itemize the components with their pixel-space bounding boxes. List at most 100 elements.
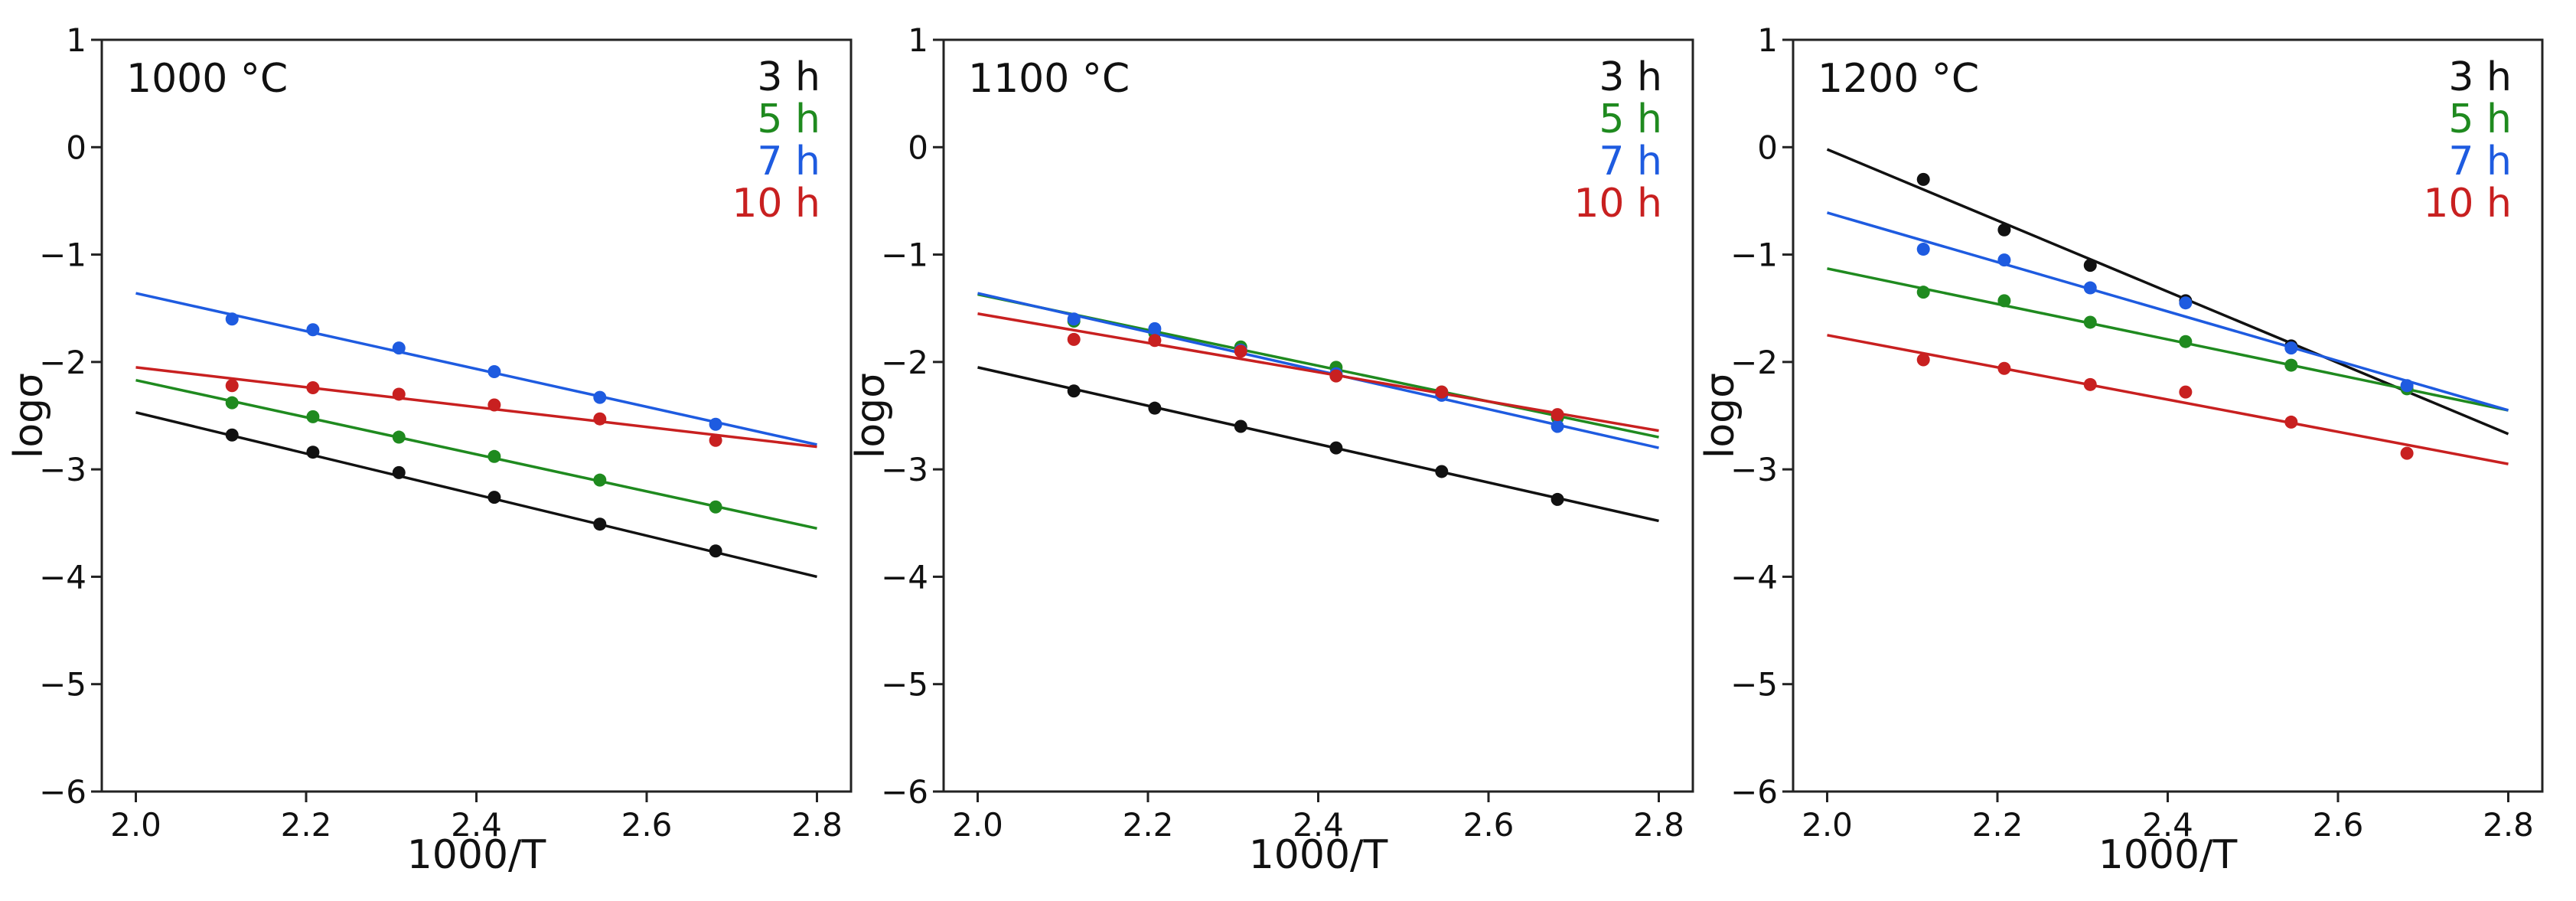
y-tick-label: −5 — [39, 666, 86, 703]
fit-line — [977, 366, 1659, 523]
panel-title: 1000 °C — [126, 56, 288, 102]
series-3h — [135, 411, 817, 579]
y-tick-label: −6 — [1730, 773, 1778, 811]
data-point — [2400, 379, 2414, 393]
data-point — [1916, 243, 1930, 256]
panel-2: −6 −5 −4 −3 −2 −1 0 1 2.0 2.2 2.4 2.6 2.8 1000/T logσ 1… — [848, 21, 1694, 878]
fit-line — [135, 366, 817, 449]
y-tick-label: −4 — [881, 558, 928, 596]
data-point — [1234, 419, 1247, 433]
legend-entry: 7 h — [1599, 139, 1662, 184]
fit-line — [135, 378, 817, 530]
fit-line — [1827, 334, 2509, 465]
data-point — [709, 544, 722, 558]
plot-frame — [1792, 38, 2544, 793]
data-point — [1550, 419, 1564, 433]
y-tick-label: −2 — [1730, 344, 1778, 381]
x-tick-label: 2.2 — [1972, 806, 2023, 844]
data-point — [1329, 369, 1343, 383]
data-point — [2083, 377, 2097, 391]
data-point — [225, 428, 239, 442]
data-point — [306, 323, 320, 337]
x-tick-label: 2.8 — [791, 806, 843, 844]
data-point — [225, 396, 239, 410]
y-tick-label: −4 — [39, 558, 86, 596]
legend-entry: 5 h — [1599, 96, 1662, 142]
data-point — [709, 500, 722, 514]
data-point — [392, 387, 406, 401]
legend-entry: 10 h — [1573, 181, 1662, 227]
y-tick-label: 0 — [1757, 129, 1778, 166]
x-tick-label: 2.2 — [1123, 806, 1174, 844]
data-point — [2179, 335, 2193, 348]
panel-title: 1200 °C — [1818, 56, 1979, 102]
x-tick-label: 2.6 — [1463, 806, 1515, 844]
x-tick-label: 2.0 — [110, 806, 161, 844]
legend-entry: 3 h — [757, 54, 820, 100]
panel-title: 1100 °C — [968, 56, 1130, 102]
data-point — [593, 412, 607, 426]
legend-entry: 7 h — [2448, 139, 2512, 184]
fit-line — [135, 292, 817, 446]
data-point — [2284, 415, 2298, 429]
data-point — [2179, 296, 2193, 310]
data-point — [2179, 385, 2193, 399]
plot-frame — [942, 38, 1694, 793]
data-point — [1067, 384, 1081, 398]
data-point — [2083, 315, 2097, 329]
y-tick-label: −5 — [1730, 666, 1778, 703]
y-tick-label: −2 — [881, 344, 928, 381]
data-point — [1148, 334, 1162, 348]
data-point — [306, 381, 320, 395]
fit-line — [977, 292, 1659, 449]
data-point — [392, 341, 406, 355]
data-point — [487, 491, 501, 504]
series-10h — [135, 366, 817, 449]
data-point — [2284, 358, 2298, 372]
y-axis-label: logσ — [1697, 373, 1743, 459]
data-point — [487, 449, 501, 463]
series-3h — [977, 366, 1659, 523]
data-point — [306, 410, 320, 423]
x-tick-label: 2.2 — [281, 806, 332, 844]
panel-3: −6 −5 −4 −3 −2 −1 0 1 2.0 2.2 2.4 2.6 2.8 1000/T logσ 1… — [1697, 21, 2544, 878]
data-point — [1916, 172, 1930, 186]
series-5h — [1827, 267, 2509, 412]
data-point — [2284, 341, 2298, 355]
data-point — [1435, 385, 1449, 399]
data-point — [593, 390, 607, 404]
x-tick-label: 2.4 — [451, 806, 502, 844]
data-point — [2083, 281, 2097, 295]
data-point — [1997, 361, 2011, 375]
legend-entry: 10 h — [2423, 181, 2512, 227]
series-5h — [135, 378, 817, 530]
y-tick-label: 1 — [66, 21, 86, 59]
x-tick-label: 2.0 — [1802, 806, 1853, 844]
data-point — [1067, 332, 1081, 346]
x-axis-label: 1000/T — [407, 832, 546, 878]
plot-frame — [100, 38, 853, 793]
data-point — [1067, 312, 1081, 326]
data-point — [1234, 344, 1247, 358]
data-point — [225, 379, 239, 393]
y-tick-label: −1 — [881, 237, 928, 274]
data-point — [1916, 286, 1930, 299]
data-point — [1997, 253, 2011, 267]
fit-line — [1827, 267, 2509, 412]
data-point — [593, 517, 607, 531]
x-tick-label: 2.8 — [2483, 806, 2534, 844]
series-10h — [1827, 334, 2509, 465]
y-tick-label: −6 — [39, 773, 86, 811]
fit-line — [977, 312, 1659, 433]
series-7h — [135, 292, 817, 446]
y-tick-label: 0 — [66, 129, 86, 166]
legend-entry: 5 h — [2448, 96, 2512, 142]
y-tick-label: −4 — [1730, 558, 1778, 596]
data-point — [2083, 259, 2097, 273]
y-tick-label: −1 — [39, 237, 86, 274]
fit-line — [1827, 211, 2509, 412]
data-point — [392, 465, 406, 479]
x-tick-label: 2.6 — [2313, 806, 2364, 844]
series-7h — [1827, 211, 2509, 412]
y-tick-label: −5 — [881, 666, 928, 703]
